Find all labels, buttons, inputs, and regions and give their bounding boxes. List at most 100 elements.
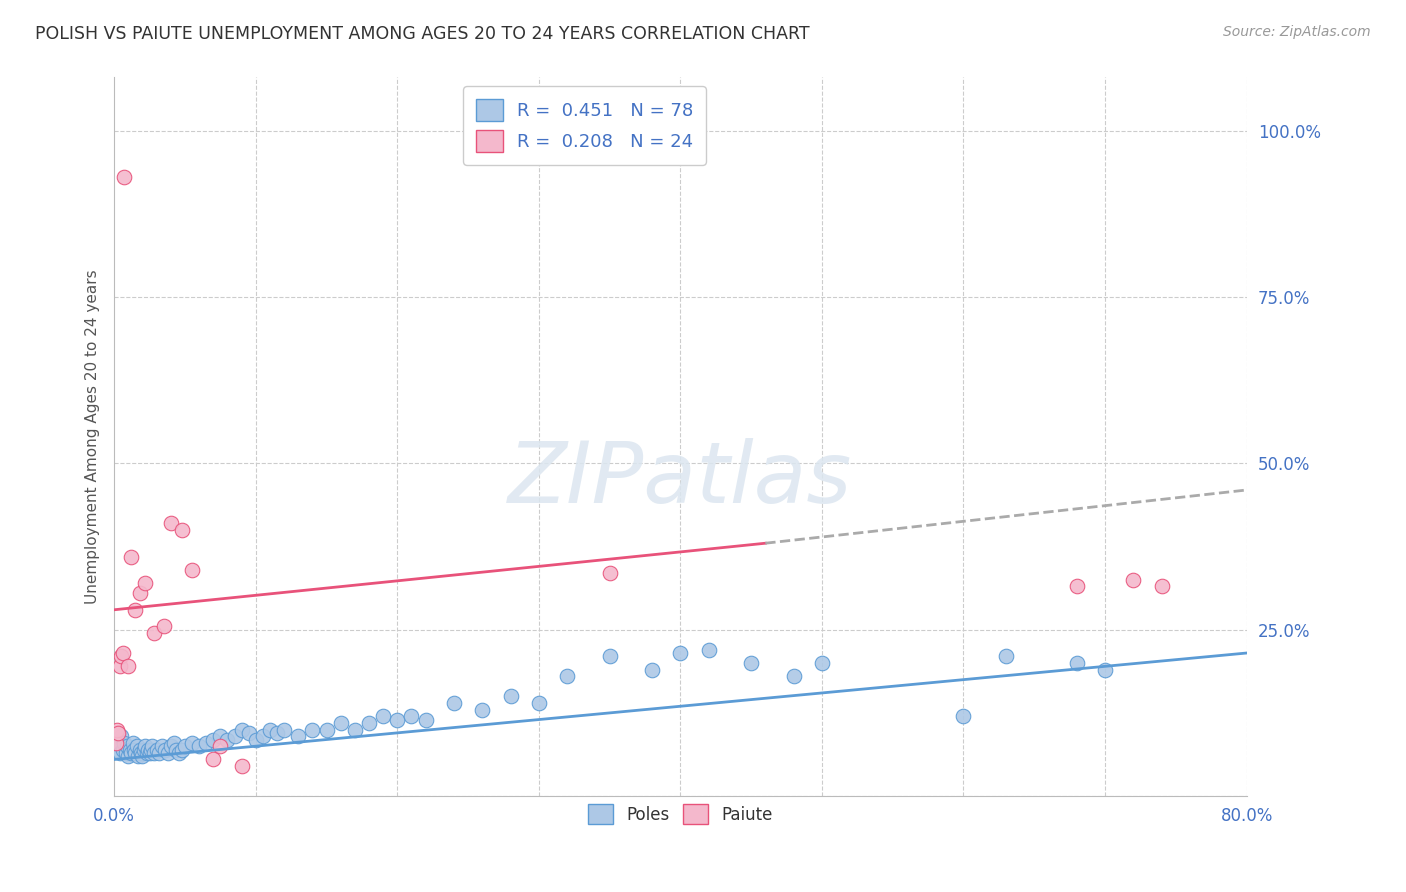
Point [1066, 656, 1088, 670]
Legend: Poles, Paiute: Poles, Paiute [578, 794, 783, 835]
Point [188, 739, 211, 754]
Point [117, 659, 139, 673]
Point [181, 736, 204, 750]
Point [329, 715, 352, 730]
Point [128, 742, 150, 756]
Point [238, 726, 260, 740]
Point [114, 746, 136, 760]
Point [357, 715, 380, 730]
Point [202, 752, 225, 766]
Point [499, 690, 522, 704]
Point [105, 742, 128, 756]
Point [697, 642, 720, 657]
Point [111, 646, 134, 660]
Point [245, 732, 267, 747]
Point [172, 523, 194, 537]
Point [231, 759, 253, 773]
Point [110, 649, 132, 664]
Point [174, 739, 197, 754]
Point [181, 563, 204, 577]
Point [1122, 573, 1144, 587]
Text: Source: ZipAtlas.com: Source: ZipAtlas.com [1223, 25, 1371, 39]
Point [172, 742, 194, 756]
Point [136, 742, 159, 756]
Point [120, 549, 142, 564]
Point [110, 729, 132, 743]
Point [252, 729, 274, 743]
Point [782, 669, 804, 683]
Point [555, 669, 578, 683]
Point [202, 732, 225, 747]
Point [266, 726, 288, 740]
Point [139, 742, 162, 756]
Point [124, 746, 146, 760]
Point [169, 746, 191, 760]
Point [301, 723, 323, 737]
Point [134, 739, 156, 754]
Point [105, 723, 128, 737]
Point [135, 746, 157, 760]
Point [259, 723, 281, 737]
Point [1066, 579, 1088, 593]
Point [209, 729, 232, 743]
Text: POLISH VS PAIUTE UNEMPLOYMENT AMONG AGES 20 TO 24 YEARS CORRELATION CHART: POLISH VS PAIUTE UNEMPLOYMENT AMONG AGES… [35, 25, 810, 43]
Point [224, 729, 246, 743]
Point [159, 739, 181, 754]
Point [128, 586, 150, 600]
Point [599, 649, 621, 664]
Point [195, 736, 218, 750]
Point [131, 749, 153, 764]
Point [138, 746, 160, 760]
Point [104, 736, 127, 750]
Point [107, 736, 129, 750]
Point [811, 656, 834, 670]
Point [952, 709, 974, 723]
Point [141, 739, 163, 754]
Point [124, 603, 146, 617]
Point [132, 742, 155, 756]
Point [115, 739, 138, 754]
Point [315, 723, 337, 737]
Text: ZIPatlas: ZIPatlas [508, 438, 852, 522]
Point [166, 742, 188, 756]
Point [142, 626, 165, 640]
Point [118, 742, 141, 756]
Point [740, 656, 762, 670]
Point [122, 742, 145, 756]
Point [112, 736, 135, 750]
Point [273, 723, 295, 737]
Point [287, 729, 309, 743]
Point [209, 739, 232, 754]
Point [148, 746, 170, 760]
Point [107, 726, 129, 740]
Point [142, 746, 165, 760]
Point [343, 723, 366, 737]
Point [156, 746, 179, 760]
Point [641, 663, 664, 677]
Point [111, 742, 134, 756]
Point [231, 723, 253, 737]
Point [415, 713, 437, 727]
Point [127, 749, 149, 764]
Point [159, 516, 181, 531]
Point [108, 746, 131, 760]
Point [152, 619, 174, 633]
Y-axis label: Unemployment Among Ages 20 to 24 years: Unemployment Among Ages 20 to 24 years [86, 269, 100, 604]
Point [121, 736, 143, 750]
Point [599, 566, 621, 581]
Point [120, 746, 142, 760]
Point [527, 696, 550, 710]
Point [371, 709, 394, 723]
Point [162, 736, 184, 750]
Point [145, 742, 167, 756]
Point [994, 649, 1017, 664]
Point [129, 746, 152, 760]
Point [217, 732, 239, 747]
Point [471, 702, 494, 716]
Point [134, 576, 156, 591]
Point [387, 713, 409, 727]
Point [150, 739, 173, 754]
Point [117, 749, 139, 764]
Point [125, 739, 148, 754]
Point [401, 709, 423, 723]
